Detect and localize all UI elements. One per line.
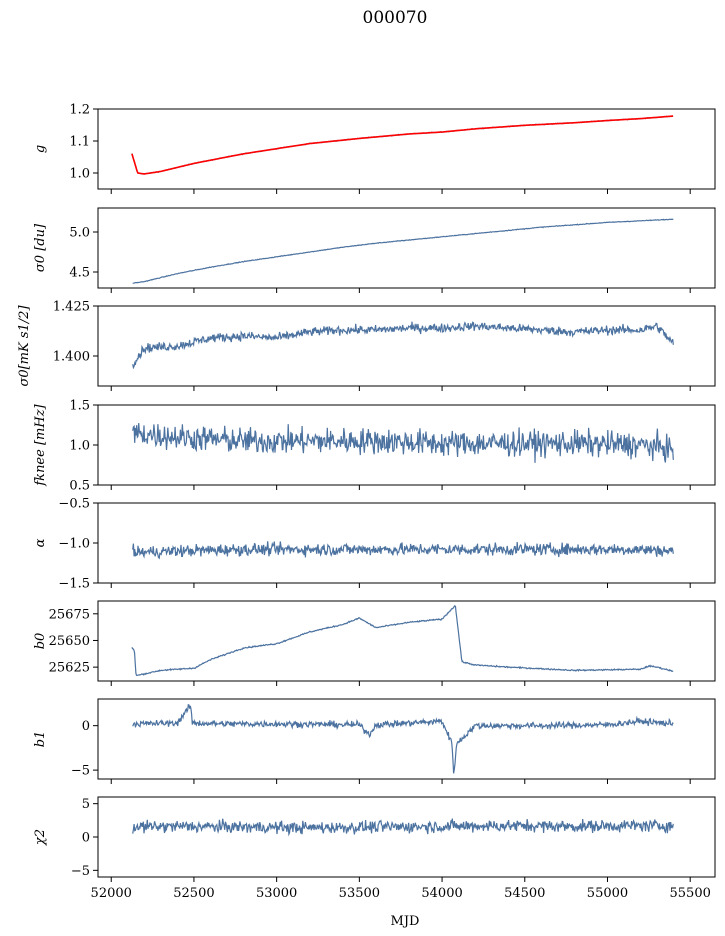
x-tick-label: 53500: [339, 886, 380, 901]
y-tick-label: 5: [82, 797, 90, 812]
x-tick-label: 52000: [91, 886, 132, 901]
y-tick-label: 0: [82, 831, 90, 846]
axes-frame: [97, 698, 716, 780]
y-tick-label: 1.400: [53, 350, 90, 365]
panel-8: −5 0 5 52000 52500 53000 53500 54000 54500 55000 5…: [33, 796, 716, 901]
y-axis-label: α: [33, 538, 48, 547]
panel-5: −1.5 −1.0 −0.5 α: [33, 497, 716, 592]
y-axis-label: b1: [33, 731, 48, 748]
data-line: [131, 604, 674, 676]
y-tick-label: 1.0: [69, 439, 90, 454]
data-line: [132, 423, 674, 463]
x-tick-label: 53000: [256, 886, 297, 901]
data-line: [132, 321, 674, 370]
y-tick-label: 1.425: [53, 300, 90, 315]
y-axis-label: σ0[mK s1/2]: [17, 305, 32, 387]
y-tick-label: −1.5: [58, 577, 90, 592]
panel-2: 4.5 5.0 σ0 [du]: [33, 207, 716, 293]
data-line: [132, 218, 674, 284]
y-tick-label: 5.0: [69, 226, 90, 241]
axes-frame: [97, 108, 716, 190]
x-axis-label: MJD: [391, 914, 420, 929]
y-axis-label: fknee [mHz]: [33, 403, 48, 486]
y-axis-label: σ0 [du]: [33, 223, 48, 272]
y-tick-label: 1.2: [69, 103, 90, 118]
y-tick-label: −5: [71, 764, 90, 779]
x-tick-label: 54000: [421, 886, 462, 901]
axes-frame: [97, 600, 716, 682]
panel-7: −5 0 b1: [33, 698, 716, 784]
y-axis-label: g: [33, 145, 48, 153]
y-tick-label: 25625: [49, 661, 90, 676]
axes-frame: [97, 207, 716, 289]
y-tick-label: 4.5: [69, 266, 90, 281]
panel-4: 0.5 1.0 1.5 fknee [mHz]: [33, 399, 716, 494]
y-tick-label: 25675: [49, 607, 90, 622]
data-line: [132, 703, 674, 774]
y-tick-label: 0.5: [69, 479, 90, 494]
y-axis-label: b0: [33, 633, 48, 650]
data-line: [131, 115, 674, 175]
panel-3: 1.400 1.425 σ0[mK s1/2]: [17, 300, 716, 391]
x-tick-label: 54500: [504, 886, 545, 901]
y-tick-label: 25650: [49, 634, 90, 649]
fit-line: [131, 115, 674, 175]
figure-title: 000070: [363, 8, 428, 28]
y-axis-label: χ2: [33, 829, 48, 846]
y-tick-label: 1.5: [69, 399, 90, 414]
panel-1: 1.0 1.1 1.2 g: [33, 103, 716, 194]
y-tick-label: 1.1: [69, 135, 90, 150]
y-tick-label: −0.5: [58, 497, 90, 512]
axes-frame: [97, 305, 716, 387]
y-tick-label: 1.0: [69, 167, 90, 182]
axes-frame: [97, 502, 716, 584]
x-tick-label: 52500: [173, 886, 214, 901]
y-tick-label: −5: [71, 864, 90, 879]
y-tick-label: 0: [82, 719, 90, 734]
x-tick-label: 55500: [670, 886, 711, 901]
x-tick-label: 55000: [587, 886, 628, 901]
panels: 1.0 1.1 1.2 g 4.5 5.0 σ0 [du] 1.400 1.425 σ0[mK s…: [17, 103, 716, 901]
axes-frame: [97, 796, 716, 878]
data-line: [132, 541, 674, 560]
data-line: [132, 818, 674, 837]
y-tick-label: −1.0: [58, 537, 90, 552]
